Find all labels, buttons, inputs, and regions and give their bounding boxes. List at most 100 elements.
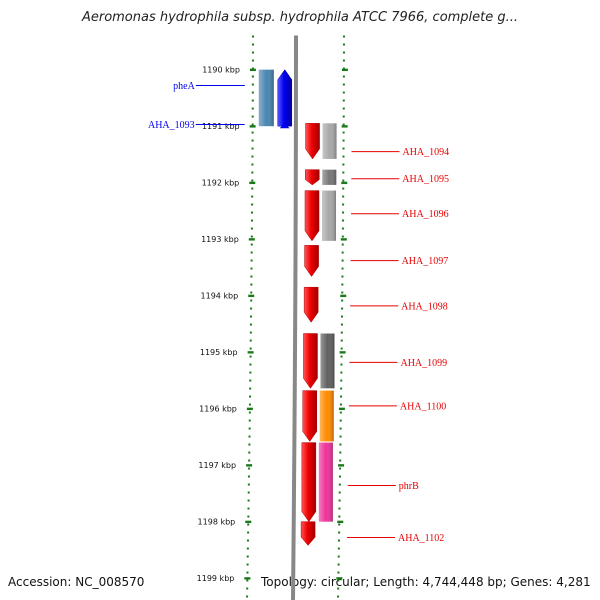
feature-shade bbox=[322, 123, 337, 159]
ruler-dot bbox=[342, 115, 345, 118]
ruler-dot bbox=[341, 243, 344, 246]
ruler-dot bbox=[340, 347, 343, 350]
ruler-dot bbox=[338, 515, 341, 518]
ruler-dot bbox=[249, 339, 252, 342]
ruler-dot bbox=[341, 227, 344, 230]
ruler-dot bbox=[249, 331, 252, 334]
gene-label-aha_1095[interactable]: AHA_1095 bbox=[402, 174, 449, 185]
ruler-dot bbox=[338, 499, 341, 502]
genes bbox=[277, 69, 320, 546]
ruler-tick bbox=[247, 351, 254, 354]
backbone-line bbox=[291, 35, 298, 600]
ruler-dot bbox=[246, 587, 249, 590]
ruler-dot bbox=[246, 555, 249, 558]
ruler-dot bbox=[249, 395, 252, 398]
gene-arrow-aha_1094[interactable] bbox=[305, 123, 320, 160]
gene-arrow-aha_1095[interactable] bbox=[305, 169, 320, 186]
ruler-dot bbox=[251, 75, 254, 78]
ruler-dot bbox=[246, 571, 249, 574]
ruler-dot bbox=[246, 539, 249, 542]
ruler-dot bbox=[342, 203, 345, 206]
gene-arrow-aha_1093[interactable] bbox=[279, 123, 290, 129]
ruler-dot bbox=[247, 515, 250, 518]
ruler-tick-label: 1198 kbp bbox=[198, 518, 236, 527]
ruler-tick-label: 1196 kbp bbox=[199, 405, 237, 414]
ruler-dot bbox=[249, 323, 252, 326]
gene-label-aha_1098[interactable]: AHA_1098 bbox=[401, 301, 448, 312]
ruler-dot bbox=[250, 275, 253, 278]
ruler-dot bbox=[342, 187, 345, 190]
ruler-dot bbox=[251, 131, 254, 134]
ruler-dot bbox=[248, 451, 251, 454]
ruler-dot bbox=[339, 467, 342, 470]
ruler-tick bbox=[249, 125, 256, 128]
ruler-dot bbox=[342, 211, 345, 214]
ruler-dot bbox=[341, 259, 344, 262]
ruler-dot bbox=[250, 267, 253, 270]
gene-label-aha_1100[interactable]: AHA_1100 bbox=[400, 401, 446, 412]
gene-label-aha_1094[interactable]: AHA_1094 bbox=[402, 147, 449, 158]
ruler-dot bbox=[341, 283, 344, 286]
ruler-dot bbox=[250, 235, 253, 238]
ruler-dot bbox=[337, 563, 340, 566]
ruler-tick bbox=[248, 238, 255, 241]
ruler-dot bbox=[337, 539, 340, 542]
gene-arrow-aha_1098[interactable] bbox=[303, 286, 319, 323]
ruler-dot bbox=[248, 467, 251, 470]
ruler-dot bbox=[341, 291, 344, 294]
ruler-dot bbox=[342, 171, 345, 174]
ruler-tick bbox=[337, 520, 344, 524]
ruler-dot bbox=[340, 363, 343, 366]
ruler-dot bbox=[341, 251, 344, 254]
ruler-dot bbox=[250, 243, 253, 246]
ruler-dot bbox=[251, 211, 254, 214]
gene-label-phea[interactable]: pheA bbox=[173, 81, 195, 92]
ruler-dot bbox=[247, 483, 250, 486]
ruler-dot bbox=[251, 51, 254, 54]
gene-arrow-phea[interactable] bbox=[277, 69, 293, 127]
gene-arrow-aha_1100[interactable] bbox=[302, 390, 318, 442]
ruler-tick bbox=[340, 294, 347, 298]
ruler-dot bbox=[339, 451, 342, 454]
gene-label-aha_1102[interactable]: AHA_1102 bbox=[398, 533, 444, 544]
ruler-dot bbox=[342, 59, 345, 62]
backbone bbox=[291, 35, 298, 600]
gene-arrow-aha_1096[interactable] bbox=[304, 190, 320, 242]
gene-label-aha_1096[interactable]: AHA_1096 bbox=[402, 209, 449, 220]
ruler-dot bbox=[249, 363, 252, 366]
ruler-tick bbox=[341, 125, 348, 128]
ruler-dot bbox=[341, 307, 344, 310]
ruler-dot bbox=[342, 131, 345, 134]
ruler-dot bbox=[339, 427, 342, 430]
ruler-dot bbox=[342, 139, 345, 142]
ruler-dot bbox=[338, 523, 341, 526]
ruler-dot bbox=[342, 179, 345, 182]
gene-label-phrb[interactable]: phrB bbox=[399, 481, 419, 492]
gene-arrow-aha_1097[interactable] bbox=[304, 245, 319, 277]
ruler-dot bbox=[246, 563, 249, 566]
ruler-dot bbox=[341, 219, 344, 222]
ruler-dot bbox=[250, 283, 253, 286]
ruler-dot bbox=[342, 155, 345, 158]
ruler-dot bbox=[337, 571, 340, 574]
map-title: Aeromonas hydrophila subsp. hydrophila A… bbox=[81, 10, 519, 25]
gene-label-aha_1099[interactable]: AHA_1099 bbox=[400, 358, 447, 369]
gene-arrow-aha_1102[interactable] bbox=[300, 521, 316, 546]
ruler-dot bbox=[249, 379, 252, 382]
ruler-dot bbox=[250, 259, 253, 262]
gene-arrow-phrb[interactable] bbox=[301, 442, 317, 523]
ruler-dot bbox=[251, 147, 254, 150]
ruler-dot bbox=[341, 267, 344, 270]
ruler-dot bbox=[341, 299, 344, 302]
ruler-dot bbox=[342, 43, 345, 46]
gene-label-aha_1093[interactable]: AHA_1093 bbox=[148, 120, 195, 131]
gene-label-aha_1097[interactable]: AHA_1097 bbox=[402, 256, 449, 267]
ruler-dot bbox=[340, 387, 343, 390]
gene-arrow-aha_1099[interactable] bbox=[303, 333, 318, 389]
ruler-tick-label: 1199 kbp bbox=[197, 574, 235, 583]
ruler-dot bbox=[337, 555, 340, 558]
ruler-dot bbox=[248, 411, 251, 414]
ruler-tick bbox=[341, 68, 348, 72]
ruler-dot bbox=[249, 355, 252, 358]
